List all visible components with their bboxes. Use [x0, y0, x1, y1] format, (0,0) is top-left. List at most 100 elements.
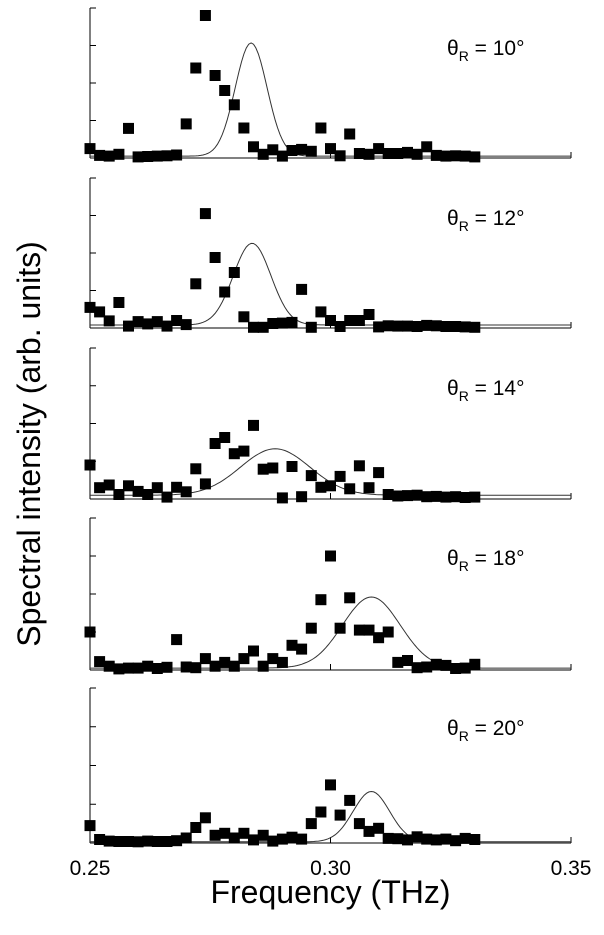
panel-3: θR = 14° — [84, 347, 572, 504]
data-point — [94, 149, 106, 161]
data-point — [296, 833, 308, 845]
data-point — [459, 150, 471, 162]
data-point — [353, 460, 365, 472]
data-point — [103, 150, 115, 162]
data-point — [161, 150, 173, 162]
data-point — [402, 146, 413, 158]
data-point — [392, 148, 404, 159]
data-point — [344, 794, 356, 806]
x-tick-label: 0.25 — [70, 857, 111, 880]
data-point — [325, 550, 336, 562]
data-point — [142, 318, 154, 330]
angle-subscript: R — [459, 48, 469, 64]
data-point — [353, 148, 365, 159]
data-point — [84, 459, 96, 471]
x-tick-label: 0.35 — [551, 857, 592, 880]
data-point — [411, 831, 423, 843]
data-point — [151, 150, 163, 162]
data-point — [392, 656, 404, 668]
data-point — [94, 306, 106, 318]
data-point — [171, 481, 183, 493]
angle-annotation: θR = 12° — [447, 207, 525, 234]
data-point — [257, 148, 269, 160]
data-point — [199, 10, 211, 21]
data-point — [450, 321, 462, 332]
data-point — [344, 483, 356, 495]
data-point — [257, 321, 269, 333]
data-point — [180, 661, 192, 673]
data-point — [180, 319, 192, 331]
data-point — [257, 660, 269, 672]
data-point — [123, 122, 134, 134]
data-point — [94, 482, 106, 494]
data-point — [103, 835, 115, 847]
panel-2: θR = 12° — [84, 177, 572, 333]
data-point — [238, 827, 250, 839]
data-point — [392, 490, 404, 502]
data-point — [286, 145, 298, 156]
data-point — [142, 489, 154, 500]
data-point — [209, 252, 221, 263]
data-point — [94, 834, 106, 845]
fit-curve — [90, 596, 571, 669]
data-point — [257, 829, 269, 841]
data-point — [353, 818, 365, 830]
data-point — [382, 489, 394, 500]
data-point — [411, 662, 423, 674]
data-point — [238, 653, 250, 665]
data-point — [151, 663, 163, 674]
data-point — [209, 829, 221, 841]
data-point — [305, 321, 317, 333]
data-point — [123, 480, 134, 492]
data-point — [353, 315, 365, 326]
data-point — [113, 836, 125, 847]
data-point — [421, 319, 433, 331]
data-point — [219, 432, 231, 443]
angle-symbol: θ — [447, 377, 459, 400]
data-point — [248, 419, 259, 431]
angle-symbol: θ — [447, 37, 459, 60]
data-point — [286, 316, 298, 328]
data-point — [84, 626, 96, 638]
data-point — [334, 809, 346, 821]
data-point — [459, 832, 471, 844]
data-point — [113, 663, 125, 675]
data-point — [209, 660, 221, 672]
data-point — [411, 489, 423, 501]
angle-annotation: θR = 18° — [447, 547, 525, 574]
data-point — [219, 656, 231, 668]
data-point — [296, 643, 308, 655]
data-point — [219, 85, 231, 96]
data-point — [199, 812, 211, 824]
data-point — [228, 448, 240, 460]
data-point — [315, 306, 327, 318]
data-point — [286, 831, 298, 843]
data-point — [113, 148, 125, 160]
data-point — [353, 624, 365, 636]
data-point — [430, 490, 442, 502]
data-point — [228, 267, 240, 278]
angle-annotation: θR = 14° — [447, 377, 525, 404]
data-point — [190, 62, 202, 74]
data-point — [469, 321, 481, 333]
data-point — [84, 143, 96, 155]
data-point — [190, 278, 202, 290]
data-point — [171, 149, 183, 161]
data-point — [113, 297, 125, 308]
data-point — [440, 150, 452, 162]
data-point — [209, 438, 221, 449]
data-point — [421, 491, 433, 503]
data-point — [219, 286, 231, 298]
data-point — [296, 143, 308, 155]
data-point — [276, 492, 288, 504]
data-point — [450, 150, 462, 162]
data-point — [248, 645, 259, 657]
angle-value: = 20° — [469, 717, 525, 740]
data-point — [267, 144, 279, 156]
data-point — [459, 662, 471, 674]
data-point — [430, 658, 442, 670]
data-point — [440, 659, 452, 671]
data-point — [238, 311, 250, 323]
data-point — [382, 832, 394, 844]
data-point — [103, 660, 115, 672]
